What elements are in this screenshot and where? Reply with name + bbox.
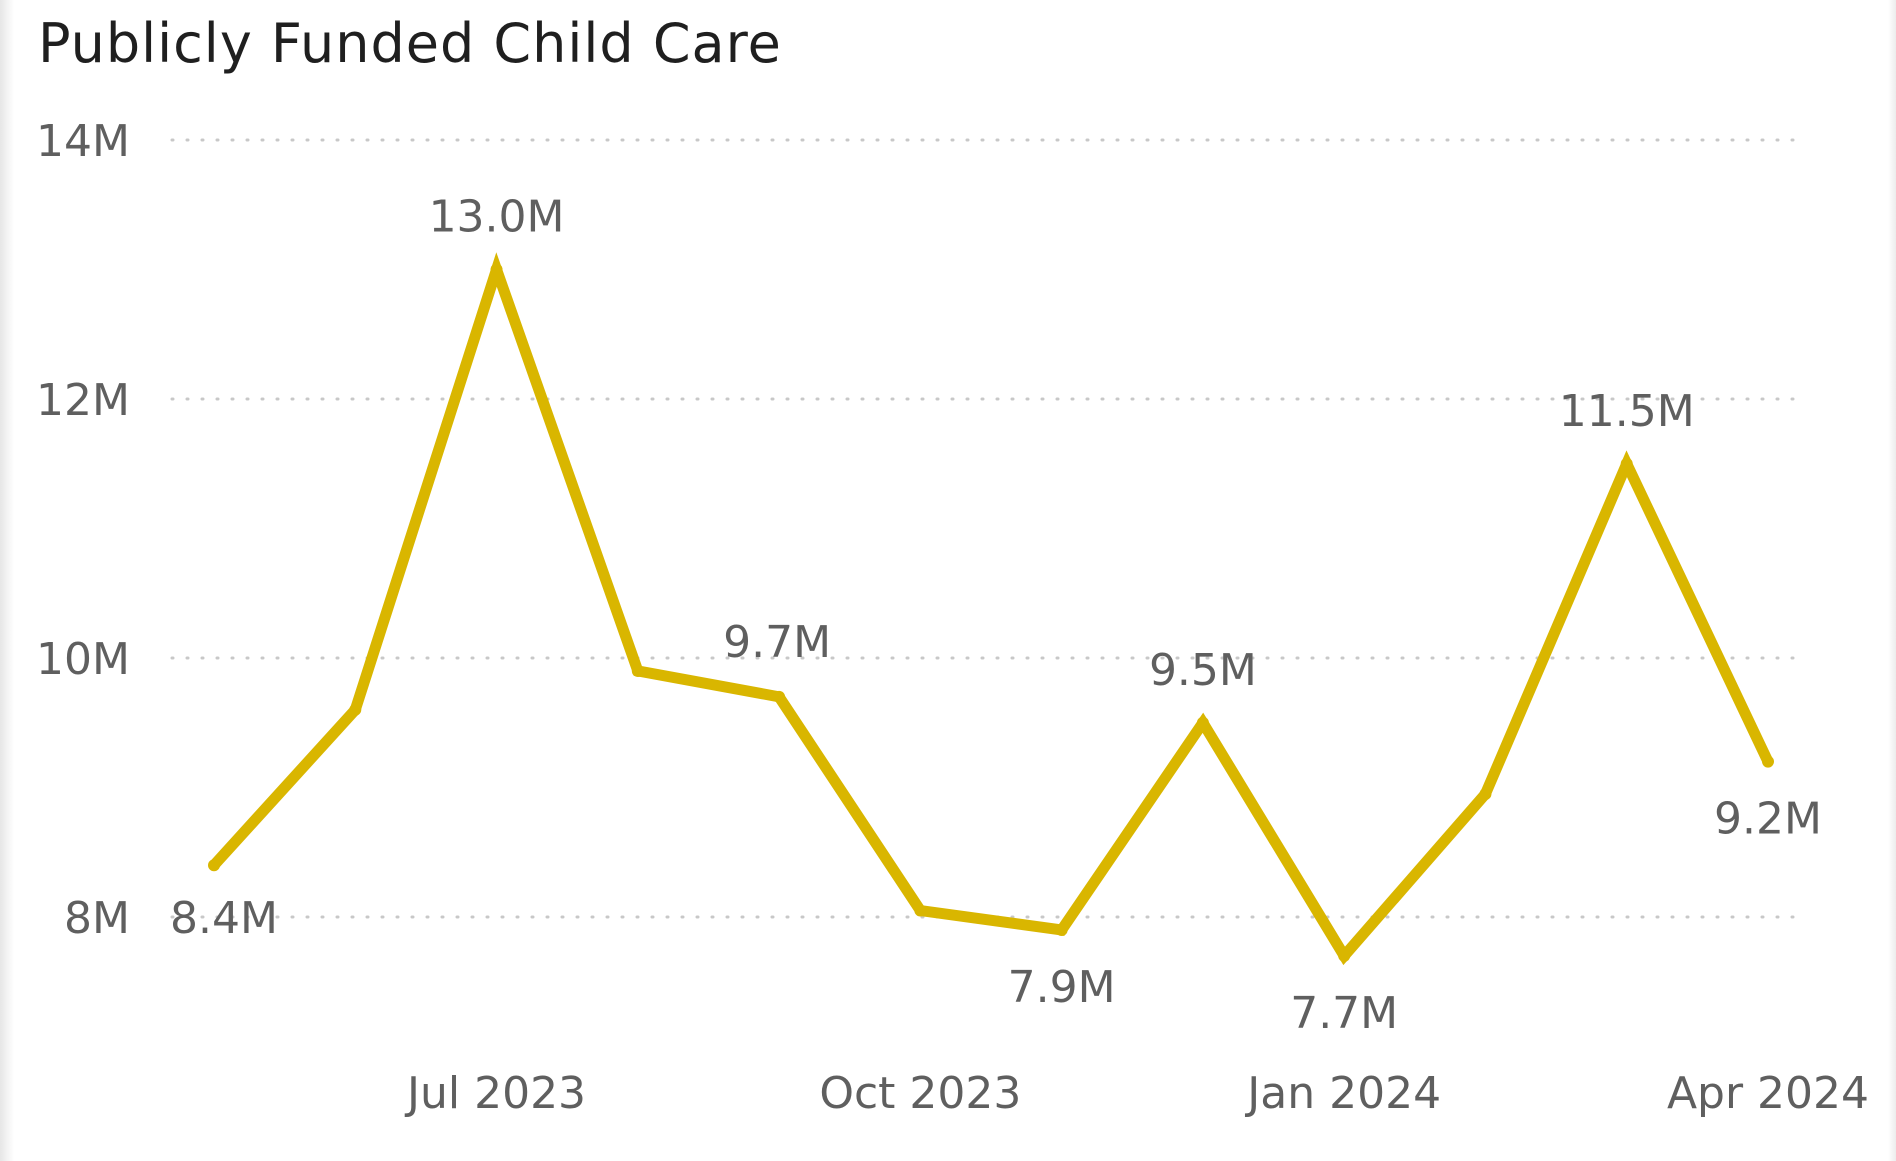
data-point[interactable] bbox=[1338, 949, 1351, 962]
data-point[interactable] bbox=[1055, 923, 1068, 936]
x-tick-label: Apr 2024 bbox=[1667, 1068, 1869, 1119]
data-label: 13.0M bbox=[429, 192, 565, 243]
x-tick-label: Jan 2024 bbox=[1244, 1068, 1441, 1119]
x-tick-label: Jul 2023 bbox=[404, 1068, 586, 1119]
data-label: 9.7M bbox=[723, 617, 831, 668]
data-label: 11.5M bbox=[1559, 386, 1695, 437]
data-point[interactable] bbox=[1479, 787, 1492, 800]
y-tick-label: 12M bbox=[36, 375, 130, 426]
data-point[interactable] bbox=[349, 703, 362, 716]
right-edge-shadow bbox=[1888, 0, 1896, 1161]
data-point[interactable] bbox=[1762, 755, 1774, 768]
data-label: 7.7M bbox=[1290, 988, 1398, 1039]
data-point[interactable] bbox=[490, 263, 503, 276]
data-label: 8.4M bbox=[170, 893, 278, 944]
data-point[interactable] bbox=[914, 904, 927, 917]
series-line bbox=[209, 252, 1773, 966]
y-tick-label: 8M bbox=[64, 893, 130, 944]
data-label: 7.9M bbox=[1008, 962, 1116, 1013]
left-edge-shadow bbox=[0, 0, 14, 1161]
chart-title: Publicly Funded Child Care bbox=[38, 12, 782, 75]
data-point[interactable] bbox=[1620, 457, 1633, 470]
y-tick-label: 10M bbox=[36, 634, 130, 685]
data-label: 9.5M bbox=[1149, 645, 1257, 696]
data-label: 9.2M bbox=[1714, 794, 1822, 845]
data-point[interactable] bbox=[773, 690, 786, 703]
x-tick-label: Oct 2023 bbox=[819, 1068, 1021, 1119]
y-tick-label: 14M bbox=[36, 116, 130, 167]
data-point[interactable] bbox=[208, 859, 220, 872]
data-point[interactable] bbox=[631, 664, 644, 677]
data-point[interactable] bbox=[1196, 716, 1209, 729]
